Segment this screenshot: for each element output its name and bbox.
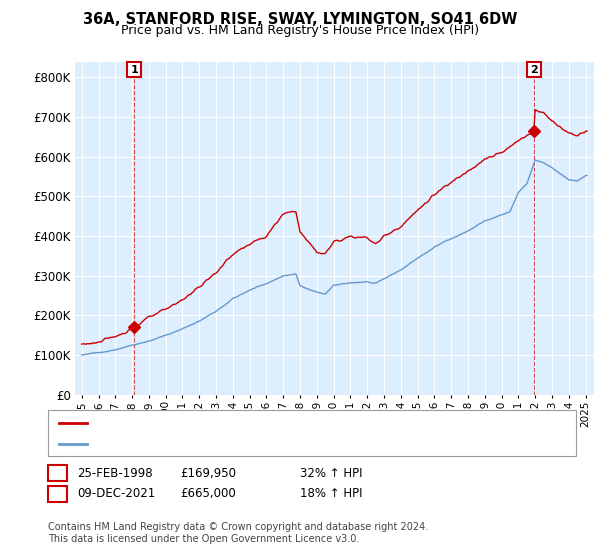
- Text: £665,000: £665,000: [180, 487, 236, 501]
- Text: 18% ↑ HPI: 18% ↑ HPI: [300, 487, 362, 501]
- Text: 36A, STANFORD RISE, SWAY, LYMINGTON, SO41 6DW: 36A, STANFORD RISE, SWAY, LYMINGTON, SO4…: [83, 12, 517, 27]
- Text: 1: 1: [130, 64, 138, 74]
- Text: 09-DEC-2021: 09-DEC-2021: [77, 487, 155, 501]
- Text: £169,950: £169,950: [180, 466, 236, 480]
- Text: 36A, STANFORD RISE, SWAY, LYMINGTON, SO41 6DW (detached house): 36A, STANFORD RISE, SWAY, LYMINGTON, SO4…: [91, 418, 488, 428]
- Text: 1: 1: [53, 466, 62, 480]
- Text: 2: 2: [530, 64, 538, 74]
- Text: Contains HM Land Registry data © Crown copyright and database right 2024.
This d: Contains HM Land Registry data © Crown c…: [48, 522, 428, 544]
- Text: 32% ↑ HPI: 32% ↑ HPI: [300, 466, 362, 480]
- Text: 2: 2: [53, 487, 62, 501]
- Text: HPI: Average price, detached house, New Forest: HPI: Average price, detached house, New …: [91, 438, 359, 449]
- Text: Price paid vs. HM Land Registry's House Price Index (HPI): Price paid vs. HM Land Registry's House …: [121, 24, 479, 37]
- Text: 25-FEB-1998: 25-FEB-1998: [77, 466, 152, 480]
